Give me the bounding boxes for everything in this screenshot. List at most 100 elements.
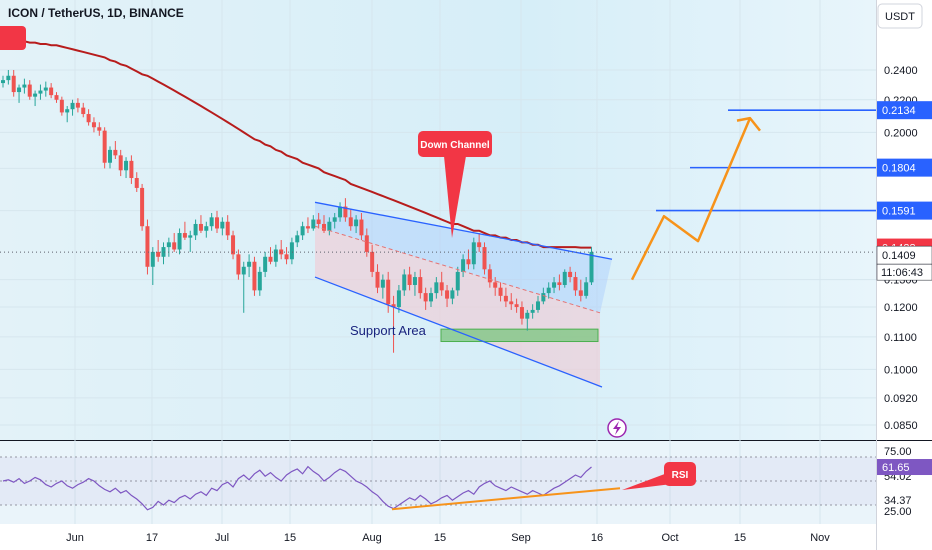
- candle-body: [562, 271, 567, 285]
- currency-button[interactable]: [877, 3, 923, 29]
- rsi-callout[interactable]: RSI: [622, 462, 696, 490]
- candle-body: [86, 114, 91, 123]
- price-axis-tag-text: 0.1409: [882, 250, 916, 262]
- x-tick-label: 15: [284, 532, 296, 544]
- rsi-tick-label: 75.00: [884, 446, 912, 458]
- candle-body: [359, 219, 364, 236]
- projection-path: [630, 117, 752, 281]
- candle: [284, 247, 289, 265]
- candle-body: [113, 149, 118, 156]
- candle: [407, 266, 412, 291]
- candle: [11, 70, 16, 97]
- candle-body: [477, 242, 482, 248]
- rsi-callout-box: [664, 462, 696, 486]
- candle-body: [482, 247, 487, 270]
- candle: [322, 215, 326, 234]
- candle: [343, 198, 348, 222]
- candle: [6, 70, 11, 85]
- price-axis-tag: 0.1591: [877, 201, 932, 220]
- candle: [247, 254, 252, 278]
- candle: [316, 212, 321, 229]
- candle: [423, 287, 428, 310]
- candle-body: [423, 293, 428, 302]
- candle: [70, 99, 75, 116]
- down-channel-callout[interactable]: Down Channel: [418, 131, 492, 238]
- y-tick-label: 0.1100: [884, 332, 917, 344]
- candle: [439, 271, 444, 296]
- candle: [482, 242, 487, 275]
- x-tick-label: Aug: [362, 532, 382, 544]
- candle: [145, 219, 150, 275]
- candle: [182, 221, 187, 240]
- candle: [1, 75, 5, 88]
- candle-body: [568, 271, 573, 278]
- candle-body: [59, 99, 64, 113]
- rsi-value-text: 61.65: [882, 462, 910, 474]
- candle: [156, 239, 161, 262]
- candle-body: [354, 219, 359, 227]
- candle: [573, 271, 578, 296]
- candle: [43, 81, 48, 97]
- candle-body: [541, 293, 546, 302]
- candle: [493, 277, 498, 296]
- candle: [380, 274, 385, 299]
- candle: [311, 215, 316, 231]
- candle: [471, 237, 476, 270]
- candle-body: [124, 160, 129, 171]
- candle: [402, 269, 407, 296]
- rsi-pane-background: [0, 441, 876, 524]
- x-tick-label: 17: [146, 532, 158, 544]
- candle: [546, 282, 551, 299]
- candle: [386, 271, 391, 313]
- candle: [97, 122, 102, 136]
- channel-midline: [314, 225, 601, 314]
- candle-body: [273, 249, 278, 262]
- candle-body: [412, 277, 417, 285]
- candle: [568, 266, 573, 283]
- candle: [220, 217, 225, 236]
- candle-body: [172, 242, 177, 250]
- candle-body: [284, 254, 289, 260]
- candle-body: [215, 217, 219, 229]
- candle: [279, 239, 284, 260]
- candle-body: [557, 282, 562, 285]
- candle: [193, 219, 198, 240]
- candle: [359, 212, 364, 240]
- candle-body: [166, 242, 171, 248]
- candle-body: [434, 282, 439, 294]
- candle-body: [300, 226, 305, 236]
- candle: [231, 230, 236, 260]
- candle: [584, 277, 589, 299]
- candle-body: [348, 217, 353, 227]
- candle-body: [498, 287, 503, 296]
- x-tick-label: 15: [734, 532, 746, 544]
- candle: [348, 208, 353, 231]
- rsi-value-bg: [877, 459, 932, 476]
- candle: [172, 233, 177, 252]
- x-tick-label: 15: [434, 532, 446, 544]
- candle-body: [43, 87, 48, 91]
- candle: [204, 221, 209, 238]
- candle: [257, 266, 262, 296]
- candle-body: [407, 274, 412, 285]
- lightning-icon[interactable]: [607, 418, 627, 438]
- candle: [54, 92, 59, 103]
- candle: [113, 141, 118, 160]
- candle-body: [6, 75, 11, 81]
- candle: [396, 284, 401, 313]
- support-area-zone[interactable]: [440, 328, 599, 343]
- candle: [129, 155, 134, 184]
- price-axis-tag: 0.1804: [877, 158, 932, 177]
- candle-body: [525, 312, 530, 319]
- candle: [519, 301, 524, 325]
- candle-body: [54, 95, 59, 100]
- candle-body: [177, 233, 182, 250]
- candle: [166, 237, 171, 257]
- candle-body: [140, 187, 145, 227]
- candle-body: [493, 282, 498, 288]
- candle-body: [589, 251, 594, 283]
- price-axis-tag-text: 0.2134: [882, 105, 916, 117]
- candle: [375, 264, 380, 294]
